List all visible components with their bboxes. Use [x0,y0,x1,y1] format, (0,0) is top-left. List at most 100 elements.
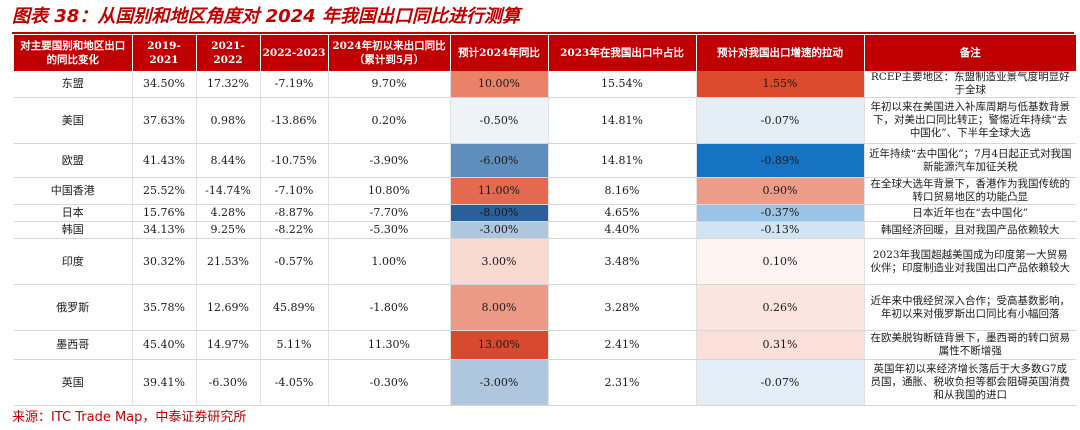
header-row: 对主要国别和地区出口的同比变化 2019-2021 2021-2022 2022… [14,35,1076,71]
region-cell: 墨西哥 [14,330,133,360]
note-cell: 近年来中俄经贸深入合作；受高基数影响，年初以来对俄罗斯出口同比有小幅回落 [864,284,1076,331]
y2019-2021-cell: 25.52% [132,177,197,205]
y2022-2023-cell: 5.11% [260,330,329,360]
region-cell: 俄罗斯 [14,284,133,331]
forecast-2024-cell: -6.00% [450,143,549,178]
title-divider [12,32,1074,34]
header-2021-2022: 2021-2022 [196,35,261,71]
header-2022-2023: 2022-2023 [260,35,329,71]
share-2023-cell: 14.81% [548,143,697,178]
forecast-2024-cell: 8.00% [450,284,549,331]
note-cell: 2023年我国超越美国成为印度第一大贸易伙伴；印度制造业对我国出口产品依赖较大 [864,238,1076,285]
y2021-2022-cell: -6.30% [196,359,261,406]
ytd-2024-cell: 11.30% [328,330,451,360]
region-cell: 印度 [14,238,133,285]
contribution-cell: -0.89% [696,143,865,178]
header-contribution: 预计对我国出口增速的拉动 [696,35,865,71]
y2021-2022-cell: 4.28% [196,204,261,222]
y2019-2021-cell: 34.13% [132,221,197,239]
table-row: 美国 37.63% 0.98% -13.86% 0.20% -0.50% 14.81% -0.… [14,97,1076,144]
note-cell: 年初以来在美国进入补库周期与低基数背景下，对美出口同比转正；警惕近年持续“去中国… [864,97,1076,144]
y2021-2022-cell: 21.53% [196,238,261,285]
ytd-2024-cell: -7.70% [328,204,451,222]
page-title: 图表 38：从国别和地区角度对 2024 年我国出口同比进行测算 [12,6,520,27]
y2019-2021-cell: 30.32% [132,238,197,285]
forecast-2024-cell: -3.00% [450,359,549,406]
share-2023-cell: 3.28% [548,284,697,331]
y2022-2023-cell: -0.57% [260,238,329,285]
table-row: 日本 15.76% 4.28% -8.87% -7.70% -8.00% 4.65% -0.3… [14,204,1076,222]
contribution-cell: 0.90% [696,177,865,205]
ytd-2024-cell: -1.80% [328,284,451,331]
y2021-2022-cell: 0.98% [196,97,261,144]
y2021-2022-cell: 14.97% [196,330,261,360]
y2019-2021-cell: 37.63% [132,97,197,144]
header-notes: 备注 [864,35,1076,71]
contribution-cell: 0.31% [696,330,865,360]
source-note: 来源：ITC Trade Map，中泰证券研究所 [12,410,247,425]
ytd-2024-cell: -3.90% [328,143,451,178]
share-2023-cell: 15.54% [548,71,697,98]
note-cell: 日本近年也在“去中国化” [864,204,1076,222]
contribution-cell: 1.55% [696,71,865,98]
y2022-2023-cell: -7.19% [260,71,329,98]
table-row: 中国香港 25.52% -14.74% -7.10% 10.80% 11.00% 8.16%… [14,177,1076,205]
table-row: 印度 30.32% 21.53% -0.57% 1.00% 3.00% 3.48% 0.10%… [14,238,1076,285]
note-cell: 在全球大选年背景下，香港作为我国传统的转口贸易地区的功能凸显 [864,177,1076,205]
y2021-2022-cell: 8.44% [196,143,261,178]
forecast-2024-cell: -0.50% [450,97,549,144]
forecast-2024-cell: 13.00% [450,330,549,360]
region-cell: 中国香港 [14,177,133,205]
note-cell: 韩国经济回暖，且对我国产品依赖较大 [864,221,1076,239]
region-cell: 美国 [14,97,133,144]
share-2023-cell: 3.48% [548,238,697,285]
forecast-2024-cell: 10.00% [450,71,549,98]
note-cell: RCEP主要地区：东盟制造业景气度明显好于全球 [864,71,1076,98]
share-2023-cell: 14.81% [548,97,697,144]
table-row: 欧盟 41.43% 8.44% -10.75% -3.90% -6.00% 14.81% -0… [14,143,1076,178]
header-2019-2021: 2019-2021 [132,35,197,71]
forecast-2024-cell: -3.00% [450,221,549,239]
forecast-2024-cell: 11.00% [450,177,549,205]
ytd-2024-cell: 0.20% [328,97,451,144]
header-share-2023: 2023年在我国出口中占比 [548,35,697,71]
y2021-2022-cell: 12.69% [196,284,261,331]
header-forecast-2024: 预计2024年同比 [450,35,549,71]
y2021-2022-cell: -14.74% [196,177,261,205]
y2019-2021-cell: 45.40% [132,330,197,360]
contribution-cell: 0.26% [696,284,865,331]
ytd-2024-cell: 9.70% [328,71,451,98]
contribution-cell: -0.07% [696,97,865,144]
region-cell: 日本 [14,204,133,222]
y2022-2023-cell: -7.10% [260,177,329,205]
y2022-2023-cell: 45.89% [260,284,329,331]
ytd-2024-cell: -0.30% [328,359,451,406]
table-row: 韩国 34.13% 9.25% -8.22% -5.30% -3.00% 4.40% -0.1… [14,221,1076,239]
ytd-2024-cell: 1.00% [328,238,451,285]
share-2023-cell: 2.31% [548,359,697,406]
y2021-2022-cell: 17.32% [196,71,261,98]
forecast-2024-cell: 3.00% [450,238,549,285]
y2019-2021-cell: 41.43% [132,143,197,178]
share-2023-cell: 4.65% [548,204,697,222]
region-cell: 英国 [14,359,133,406]
region-cell: 韩国 [14,221,133,239]
y2019-2021-cell: 15.76% [132,204,197,222]
region-cell: 欧盟 [14,143,133,178]
contribution-cell: 0.10% [696,238,865,285]
contribution-cell: -0.07% [696,359,865,406]
y2019-2021-cell: 34.50% [132,71,197,98]
header-region: 对主要国别和地区出口的同比变化 [14,35,133,71]
share-2023-cell: 8.16% [548,177,697,205]
export-forecast-table: 对主要国别和地区出口的同比变化 2019-2021 2021-2022 2022… [14,35,1076,406]
table-row: 俄罗斯 35.78% 12.69% 45.89% -1.80% 8.00% 3.28% 0.2… [14,284,1076,331]
ytd-2024-cell: -5.30% [328,221,451,239]
y2022-2023-cell: -8.22% [260,221,329,239]
y2021-2022-cell: 9.25% [196,221,261,239]
note-cell: 英国年初以来经济增长落后于大多数G7成员国，通胀、税收负担等都会阻碍英国消费和从… [864,359,1076,406]
y2022-2023-cell: -8.87% [260,204,329,222]
share-2023-cell: 4.40% [548,221,697,239]
contribution-cell: -0.13% [696,221,865,239]
region-cell: 东盟 [14,71,133,98]
table-row: 英国 39.41% -6.30% -4.05% -0.30% -3.00% 2.31% -0.… [14,359,1076,406]
